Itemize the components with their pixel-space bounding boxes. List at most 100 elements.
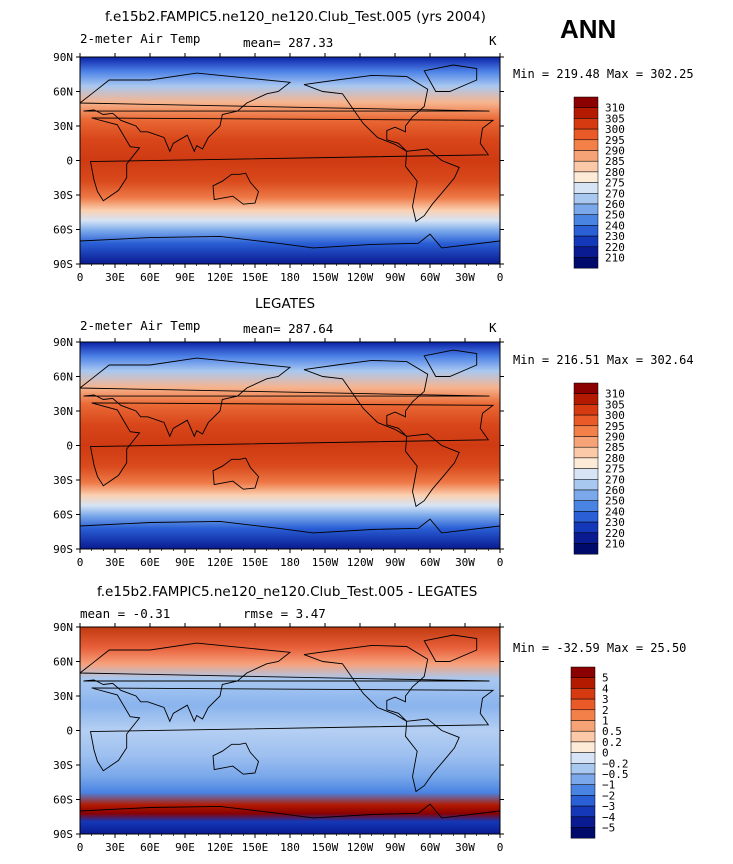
labelbar-label: −0.5 xyxy=(602,768,629,781)
labelbar-box xyxy=(570,677,596,689)
labelbar-box xyxy=(570,805,596,818)
coastline-1-4 xyxy=(303,74,429,152)
coastline-1-7 xyxy=(80,233,500,249)
lat-tick-label: 0 xyxy=(66,440,73,453)
labelbar-label: 285 xyxy=(605,441,625,454)
panel-2-title: LEGATES xyxy=(255,296,316,312)
labelbar-label: 220 xyxy=(605,527,625,540)
labelbar-box xyxy=(573,257,599,269)
lat-tick-label: 60N xyxy=(53,371,73,384)
panel-1-units: K xyxy=(489,33,497,48)
labelbar-box xyxy=(573,246,599,258)
coastlines-2 xyxy=(80,349,500,534)
labelbar-box xyxy=(570,763,596,775)
labelbar-label: 1 xyxy=(602,715,609,728)
panel-3-mean: mean = -0.31 xyxy=(80,606,171,621)
lat-tick-label: 60S xyxy=(53,509,73,522)
coastline-3-3 xyxy=(212,742,260,775)
labelbar-1: 3103053002952902852802752702602502402302… xyxy=(573,96,625,269)
labelbar-label: 2 xyxy=(602,704,609,717)
season-label: ANN xyxy=(560,14,617,44)
labelbar-label: 230 xyxy=(605,516,625,529)
labelbar-label: 240 xyxy=(605,505,625,518)
labelbar-label: 310 xyxy=(605,102,625,115)
lon-tick-label: 120W xyxy=(347,841,374,854)
labelbar-box xyxy=(573,171,599,183)
map-panel-3: 0 30E 60E 90E 120E 150E 180 150W 120W 90W 60W 30W 09… xyxy=(53,621,628,854)
labelbar-box xyxy=(573,160,599,173)
labelbar-box xyxy=(573,500,599,512)
lon-tick-label: 150E xyxy=(242,556,269,569)
labelbar-label: 260 xyxy=(605,484,625,497)
panel-1-minmax: Min = 219.48 Max = 302.25 xyxy=(513,67,694,81)
panel-1-mean: mean= 287.33 xyxy=(243,35,334,50)
labelbar-label: 270 xyxy=(605,473,625,486)
lat-tick-label: 90S xyxy=(53,828,73,841)
lon-tick-label: 60E xyxy=(140,841,160,854)
labelbar-box xyxy=(573,436,599,448)
coastline-2-4 xyxy=(303,359,429,437)
panel-1-title: f.e15b2.FAMPIC5.ne120_ne120.Club_Test.00… xyxy=(105,9,486,25)
labelbar-label: 270 xyxy=(605,187,625,200)
lon-tick-label: 30E xyxy=(105,841,125,854)
labelbar-box xyxy=(573,182,599,194)
lat-tick-label: 60S xyxy=(53,794,73,807)
labelbar-box xyxy=(570,816,596,828)
lat-tick-label: 30N xyxy=(53,690,73,703)
lon-tick-label: 90E xyxy=(175,841,195,854)
lon-tick-label: 150W xyxy=(312,271,339,284)
coastline-1-6 xyxy=(423,64,478,92)
lat-tick-label: 30S xyxy=(53,474,73,487)
coastline-3-1 xyxy=(89,687,495,772)
labelbar-box xyxy=(570,827,596,839)
lon-tick-label: 180 xyxy=(280,841,300,854)
labelbar-box xyxy=(570,698,596,711)
labelbar-box xyxy=(573,446,599,459)
labelbar-box xyxy=(573,511,599,523)
labelbar-box xyxy=(570,741,596,753)
lon-tick-label: 0 xyxy=(77,841,84,854)
map-panel-2: 0 30E 60E 90E 120E 150E 180 150W 120W 90W 60W 30W 09… xyxy=(53,336,625,569)
lon-tick-label: 120E xyxy=(207,556,234,569)
labelbar-label: 220 xyxy=(605,241,625,254)
labelbar-box xyxy=(570,709,596,721)
panel-2-variable: 2-meter Air Temp xyxy=(80,318,201,333)
labelbar-box xyxy=(573,468,599,480)
labelbar-label: 240 xyxy=(605,219,625,232)
labelbar-box xyxy=(573,118,599,130)
labelbar-label: 300 xyxy=(605,123,625,136)
lon-tick-label: 60W xyxy=(420,271,440,284)
lat-tick-label: 60S xyxy=(53,224,73,237)
labelbar-label: 280 xyxy=(605,452,625,465)
lon-tick-label: 0 xyxy=(77,556,84,569)
labelbar-label: 0 xyxy=(602,747,609,760)
labelbar-box xyxy=(573,128,599,141)
panel-1-variable: 2-meter Air Temp xyxy=(80,31,201,46)
lon-tick-label: 60E xyxy=(140,556,160,569)
coastline-2-3 xyxy=(212,457,260,490)
labelbar-box xyxy=(573,193,599,205)
coastline-3-6 xyxy=(423,634,478,662)
labelbar-box xyxy=(570,730,596,743)
labelbar-label: 310 xyxy=(605,388,625,401)
panel-3-title: f.e15b2.FAMPIC5.ne120_ne120.Club_Test.00… xyxy=(97,584,478,600)
coastline-2-1 xyxy=(89,402,495,487)
lat-tick-label: 90N xyxy=(53,621,73,634)
labelbar-label: −4 xyxy=(602,811,616,824)
labelbar-label: 230 xyxy=(605,230,625,243)
labelbar-label: −2 xyxy=(602,789,615,802)
panel-3-minmax: Min = -32.59 Max = 25.50 xyxy=(513,641,687,655)
labelbar-label: 280 xyxy=(605,166,625,179)
lat-tick-label: 90S xyxy=(53,258,73,271)
coastline-3-5 xyxy=(405,718,460,793)
labelbar-2: 3103053002952902852802752702602502402302… xyxy=(573,382,625,555)
coastline-1-3 xyxy=(212,172,260,205)
lat-tick-label: 60N xyxy=(53,656,73,669)
labelbar-box xyxy=(573,532,599,544)
labelbar-box xyxy=(573,225,599,237)
lon-tick-label: 30E xyxy=(105,556,125,569)
coastline-3-2 xyxy=(80,642,490,723)
lon-tick-label: 60W xyxy=(420,841,440,854)
labelbar-label: 210 xyxy=(605,252,625,265)
